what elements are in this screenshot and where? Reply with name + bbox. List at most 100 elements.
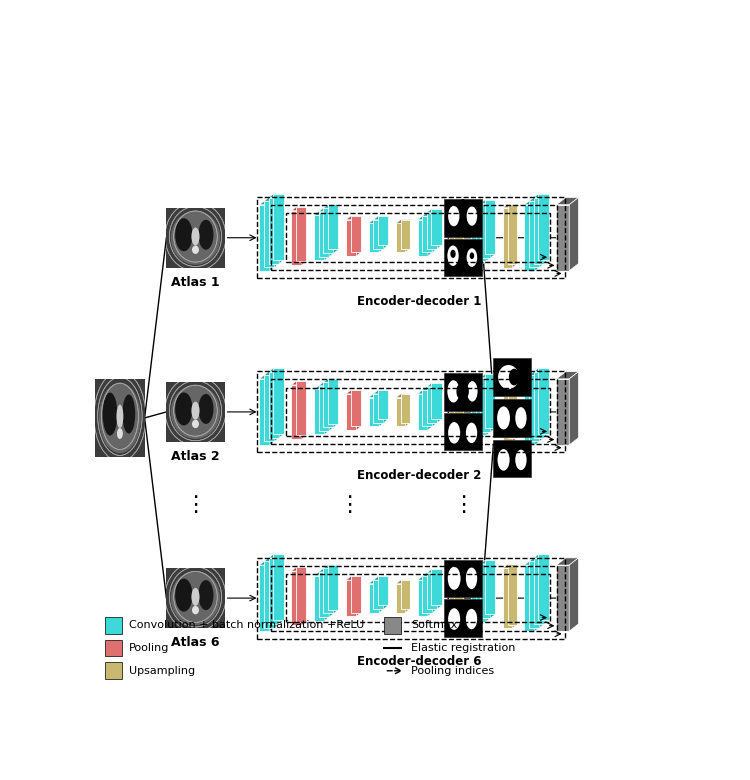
Polygon shape — [329, 208, 334, 257]
Polygon shape — [535, 375, 539, 445]
Bar — [449, 215, 459, 261]
Polygon shape — [503, 565, 517, 568]
Bar — [422, 390, 433, 427]
Polygon shape — [270, 375, 274, 445]
Bar — [105, 662, 122, 679]
Bar — [418, 394, 428, 430]
Bar — [444, 599, 482, 636]
Bar — [260, 204, 270, 271]
Ellipse shape — [447, 246, 459, 266]
Polygon shape — [534, 368, 549, 372]
Polygon shape — [433, 212, 437, 252]
Polygon shape — [529, 372, 544, 375]
Polygon shape — [480, 200, 496, 204]
Polygon shape — [405, 394, 410, 427]
Bar — [503, 207, 512, 268]
Polygon shape — [334, 378, 338, 427]
Ellipse shape — [448, 608, 460, 629]
Polygon shape — [512, 204, 517, 268]
Bar — [471, 571, 482, 625]
Bar — [105, 640, 122, 656]
Ellipse shape — [515, 407, 526, 429]
Polygon shape — [405, 580, 410, 612]
Polygon shape — [459, 386, 464, 434]
Bar — [494, 359, 531, 395]
Polygon shape — [329, 569, 334, 617]
Bar — [534, 372, 544, 438]
Polygon shape — [428, 390, 433, 430]
Polygon shape — [374, 390, 388, 394]
Ellipse shape — [497, 406, 510, 430]
Polygon shape — [274, 197, 279, 268]
Polygon shape — [264, 197, 279, 201]
Polygon shape — [529, 197, 544, 201]
Bar — [524, 379, 535, 445]
Polygon shape — [556, 372, 578, 379]
Text: Pooling indices: Pooling indices — [411, 666, 494, 675]
Bar — [351, 576, 361, 612]
Bar — [291, 571, 302, 625]
Bar — [323, 208, 334, 253]
Text: Encoder-decoder 1: Encoder-decoder 1 — [357, 295, 482, 308]
Bar — [264, 562, 274, 628]
Bar — [105, 617, 122, 633]
Polygon shape — [369, 580, 384, 583]
Polygon shape — [486, 564, 490, 622]
Text: Encoder-decoder 6: Encoder-decoder 6 — [357, 655, 482, 668]
Polygon shape — [482, 381, 486, 439]
Polygon shape — [270, 562, 274, 631]
Bar — [328, 204, 338, 250]
Polygon shape — [476, 204, 490, 207]
Bar — [400, 394, 410, 423]
Polygon shape — [291, 207, 307, 211]
Polygon shape — [405, 220, 410, 252]
Bar — [328, 378, 338, 424]
Bar — [314, 576, 325, 621]
Bar — [503, 568, 512, 628]
Polygon shape — [396, 394, 410, 398]
Polygon shape — [480, 560, 496, 564]
Bar — [319, 572, 329, 617]
Polygon shape — [274, 372, 279, 441]
Ellipse shape — [466, 207, 477, 225]
Polygon shape — [433, 387, 437, 427]
Text: ⋮: ⋮ — [452, 495, 474, 515]
Polygon shape — [374, 576, 388, 580]
Polygon shape — [279, 368, 284, 438]
Bar — [264, 375, 274, 441]
Bar — [286, 214, 550, 262]
Bar — [319, 211, 329, 257]
Bar — [291, 385, 302, 439]
Polygon shape — [482, 207, 486, 264]
Bar — [323, 569, 334, 613]
Text: Upsampling: Upsampling — [129, 666, 195, 675]
Polygon shape — [325, 386, 329, 434]
Polygon shape — [486, 204, 490, 261]
Bar — [427, 573, 437, 609]
Bar — [273, 555, 284, 620]
Bar — [480, 564, 490, 618]
Bar — [476, 381, 486, 435]
Bar — [346, 220, 356, 256]
Bar — [449, 576, 459, 621]
Bar — [449, 389, 459, 434]
Polygon shape — [323, 204, 338, 208]
Polygon shape — [268, 555, 284, 558]
Polygon shape — [384, 216, 388, 249]
Polygon shape — [369, 394, 384, 398]
Polygon shape — [314, 386, 329, 389]
Bar — [480, 204, 490, 257]
Bar — [286, 574, 550, 622]
Bar — [271, 380, 557, 445]
Ellipse shape — [466, 423, 477, 443]
Text: Encoder-decoder 2: Encoder-decoder 2 — [357, 469, 482, 482]
Text: ⋮: ⋮ — [184, 495, 206, 515]
Bar — [508, 204, 517, 264]
Polygon shape — [544, 368, 549, 438]
Bar — [374, 220, 384, 249]
Bar — [444, 560, 482, 597]
Bar — [260, 565, 270, 631]
Bar — [400, 580, 410, 609]
Bar — [480, 378, 490, 432]
Polygon shape — [329, 382, 334, 431]
